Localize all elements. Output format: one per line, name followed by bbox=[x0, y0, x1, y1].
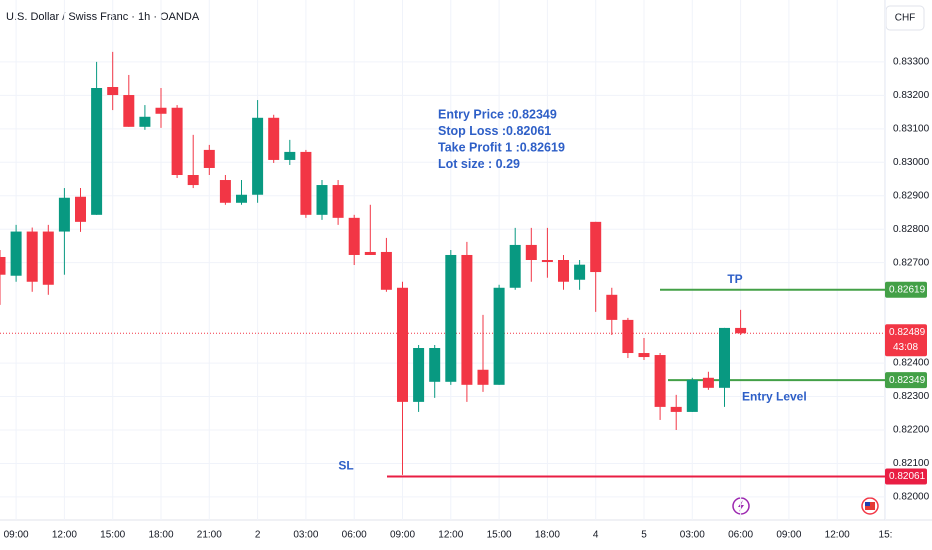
x-tick-label: 21:00 bbox=[197, 530, 222, 541]
x-tick-label: 12:00 bbox=[52, 530, 77, 541]
level-label: SL bbox=[338, 459, 353, 473]
candle-body bbox=[332, 185, 344, 218]
candle-body bbox=[477, 369, 489, 385]
candle-body bbox=[316, 185, 328, 215]
annotation: Take Profit 1 :0.82619 bbox=[438, 140, 565, 154]
y-tick-label: 0.83000 bbox=[893, 157, 930, 168]
candle-body bbox=[445, 254, 457, 382]
y-tick-label: 0.83300 bbox=[893, 57, 930, 68]
candle-body bbox=[509, 244, 521, 288]
x-tick-label: 15: bbox=[879, 530, 893, 541]
candle-body bbox=[670, 406, 682, 412]
candle-body bbox=[58, 197, 70, 232]
candle-body bbox=[252, 117, 264, 195]
y-tick-label: 0.82900 bbox=[893, 190, 930, 201]
y-tick-label: 0.82000 bbox=[893, 492, 930, 503]
candle-body bbox=[397, 287, 408, 402]
candle-body bbox=[123, 95, 135, 127]
y-tick-label: 0.82400 bbox=[893, 358, 930, 369]
price-tag bbox=[885, 324, 927, 357]
chart-title: U.S. Dollar / Swiss Franc · 1h · OANDA bbox=[6, 11, 200, 23]
x-tick-label: 03:00 bbox=[293, 530, 318, 541]
x-tick-label: 09:00 bbox=[4, 530, 29, 541]
level-label: TP bbox=[727, 272, 742, 286]
y-tick-label: 0.82800 bbox=[893, 224, 930, 235]
candle-body bbox=[606, 294, 618, 320]
candle-body bbox=[42, 231, 54, 285]
candle-body bbox=[590, 221, 602, 273]
price-tag-label: 0.82061 bbox=[889, 471, 926, 482]
x-tick-label: 12:00 bbox=[438, 530, 463, 541]
annotation: Stop Loss :0.82061 bbox=[438, 124, 551, 138]
candle-body bbox=[654, 355, 666, 407]
candle-body bbox=[364, 251, 376, 255]
y-tick-label: 0.82200 bbox=[893, 425, 930, 436]
candle-body bbox=[493, 287, 505, 385]
candle-body bbox=[380, 251, 392, 290]
level-label: Entry Level bbox=[742, 389, 807, 403]
y-tick-label: 0.83100 bbox=[893, 123, 930, 134]
annotation: Entry Price :0.82349 bbox=[438, 107, 557, 121]
candle-body bbox=[622, 319, 634, 354]
candle-body bbox=[203, 149, 215, 168]
candle-body bbox=[300, 151, 312, 215]
candle-body bbox=[284, 151, 296, 160]
x-tick-label: 15:00 bbox=[100, 530, 125, 541]
x-tick-label: 18:00 bbox=[148, 530, 173, 541]
candle-body bbox=[91, 88, 103, 215]
flag-icon[interactable] bbox=[861, 497, 879, 515]
x-tick-label: 12:00 bbox=[825, 530, 850, 541]
annotation: Lot size : 0.29 bbox=[438, 157, 520, 171]
x-tick-label: 06:00 bbox=[342, 530, 367, 541]
x-tick-label: 18:00 bbox=[535, 530, 560, 541]
x-tick-label: 09:00 bbox=[776, 530, 801, 541]
candle-body bbox=[686, 379, 698, 412]
x-tick-label: 15:00 bbox=[487, 530, 512, 541]
candle-body bbox=[348, 217, 360, 255]
candle-body bbox=[236, 194, 247, 203]
x-tick-label: 2 bbox=[255, 530, 261, 541]
x-tick-label: 03:00 bbox=[680, 530, 705, 541]
currency-label[interactable]: CHF bbox=[895, 13, 916, 24]
y-tick-label: 0.83200 bbox=[893, 90, 930, 101]
candle-body bbox=[574, 264, 586, 280]
candle-body bbox=[187, 175, 199, 186]
x-tick-label: 09:00 bbox=[390, 530, 415, 541]
candle-body bbox=[413, 348, 425, 402]
candle-body bbox=[558, 260, 569, 282]
y-tick-label: 0.82300 bbox=[893, 391, 930, 402]
candle-body bbox=[702, 377, 714, 388]
y-tick-label: 0.82700 bbox=[893, 257, 930, 268]
candle-body bbox=[541, 260, 553, 263]
price-tag-label: 0.82619 bbox=[889, 284, 926, 295]
candle-body bbox=[107, 87, 119, 96]
candle-body bbox=[638, 353, 650, 358]
x-tick-label: 4 bbox=[593, 530, 599, 541]
candle-body bbox=[719, 327, 730, 388]
candle-body bbox=[735, 327, 747, 334]
candle-body bbox=[525, 244, 537, 260]
price-tag bbox=[885, 281, 927, 298]
candle-body bbox=[268, 117, 280, 160]
candle-body bbox=[75, 196, 86, 222]
candle-body bbox=[461, 254, 473, 385]
candle-body bbox=[155, 107, 167, 114]
candle-body bbox=[0, 256, 6, 275]
candle-body bbox=[139, 116, 151, 127]
x-tick-label: 06:00 bbox=[728, 530, 753, 541]
countdown-label: 43:08 bbox=[893, 342, 918, 353]
price-tag bbox=[885, 468, 927, 485]
candle-body bbox=[10, 231, 22, 276]
candle-body bbox=[429, 348, 441, 382]
candle-body bbox=[26, 231, 38, 282]
candle-body bbox=[219, 180, 231, 203]
price-tag bbox=[885, 372, 927, 389]
x-tick-label: 5 bbox=[641, 530, 647, 541]
price-tag-label: 0.82489 bbox=[889, 327, 926, 338]
price-tag-label: 0.82349 bbox=[889, 375, 926, 386]
y-tick-label: 0.82100 bbox=[893, 458, 930, 469]
candle-body bbox=[171, 107, 183, 176]
